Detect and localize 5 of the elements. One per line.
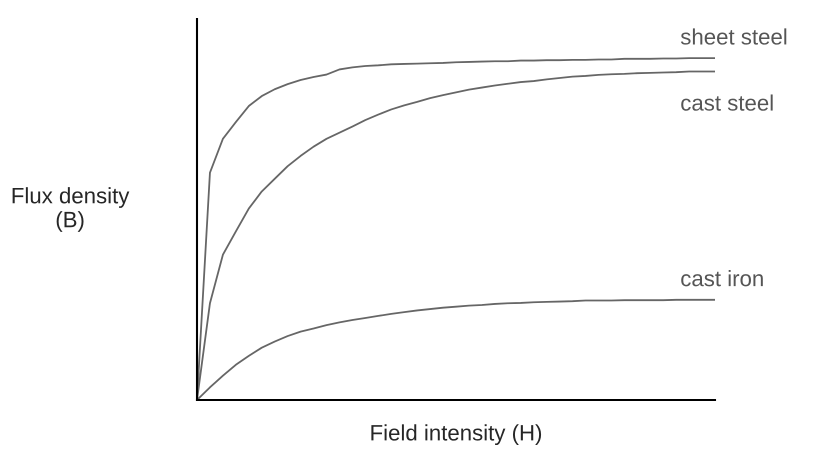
y-axis-title: Flux density (B)	[12, 187, 130, 232]
series-label: sheet steel	[680, 28, 786, 45]
x-axis-title: Field intensity (H)	[371, 424, 542, 446]
series-label: cast steel	[681, 94, 773, 111]
series-label: cast iron	[681, 270, 763, 286]
